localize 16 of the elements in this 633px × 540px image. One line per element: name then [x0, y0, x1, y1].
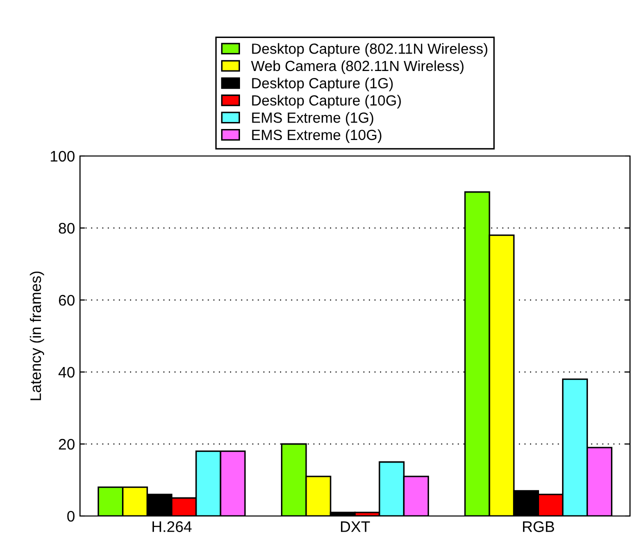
legend-label: Desktop Capture (802.11N Wireless) — [252, 43, 488, 57]
y-axis-title: Latency (in frames) — [30, 272, 44, 400]
legend-label: EMS Extreme (1G) — [252, 112, 374, 126]
legend-label: Desktop Capture (1G) — [252, 78, 393, 92]
y-tick-label: 100 — [50, 150, 75, 162]
x-tick-label: RGB — [523, 521, 554, 532]
legend-label: EMS Extreme (10G) — [252, 129, 382, 143]
x-tick-label: DXT — [340, 521, 370, 532]
y-tick-label: 40 — [58, 366, 75, 378]
x-tick-label: H.264 — [152, 521, 192, 532]
legend-label: Web Camera (802.11N Wireless) — [251, 60, 464, 74]
y-tick-label: 80 — [58, 222, 75, 234]
y-tick-label: 60 — [58, 294, 75, 306]
legend-label: Desktop Capture (10G) — [252, 94, 401, 108]
y-tick-label: 0 — [67, 510, 75, 522]
y-tick-label: 20 — [58, 438, 75, 450]
